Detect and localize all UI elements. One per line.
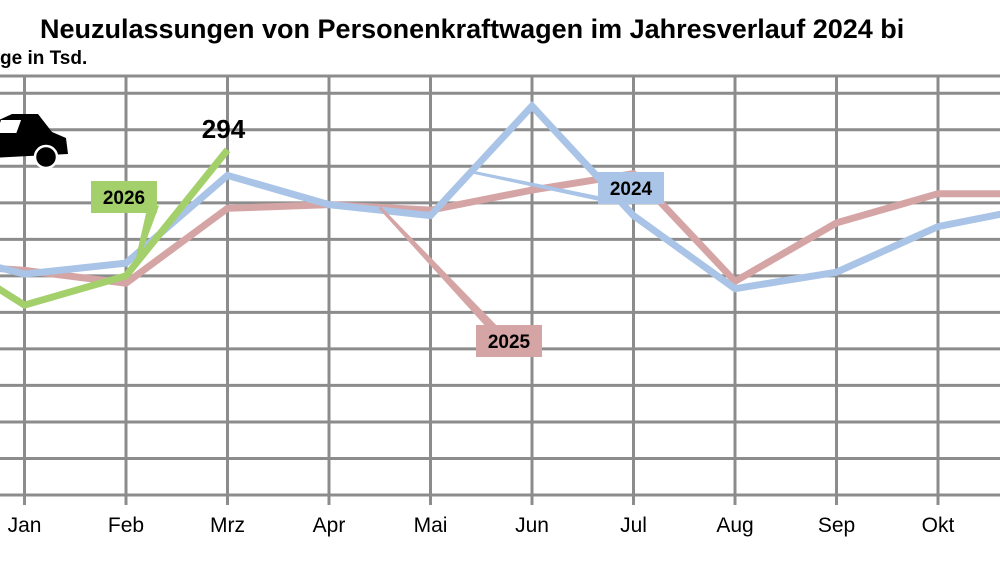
x-tick-label: Mai	[414, 514, 448, 537]
x-tick-label: Jul	[620, 514, 647, 537]
x-tick-label: Mrz	[210, 514, 245, 537]
series-label-box-2025	[476, 325, 542, 357]
series-line-2024	[0, 100, 1000, 293]
grid	[0, 74, 1000, 505]
chart-title: Neuzulassungen von Personenkraftwagen im…	[40, 14, 905, 44]
annotation-label: 294	[202, 114, 246, 144]
x-tick-label: Apr	[313, 514, 346, 537]
x-tick-label: Feb	[108, 514, 144, 537]
x-tick-label: Okt	[922, 514, 955, 537]
series-label-box-2026	[91, 181, 157, 213]
y-axis-label: ge in Tsd.	[0, 48, 88, 69]
series-lines	[0, 100, 1000, 309]
series-line-2026	[0, 147, 231, 309]
series-label-box-2024	[598, 172, 664, 204]
series-label-2024: 2024	[610, 179, 653, 200]
series-labels: 2024 2025 2026 294	[91, 114, 664, 357]
leader-line-2025	[378, 206, 502, 331]
x-tick-label: Sep	[818, 514, 855, 537]
x-tick-label: Jan	[8, 514, 42, 537]
series-label-2025: 2025	[488, 332, 531, 353]
x-tick-label: Jun	[515, 514, 549, 537]
x-tick-labels: Jan Feb Mrz Apr Mai Jun Jul Aug Sep Okt	[8, 514, 955, 537]
car-icon	[0, 114, 68, 170]
series-label-2026: 2026	[103, 188, 145, 209]
x-tick-label: Aug	[716, 514, 753, 537]
